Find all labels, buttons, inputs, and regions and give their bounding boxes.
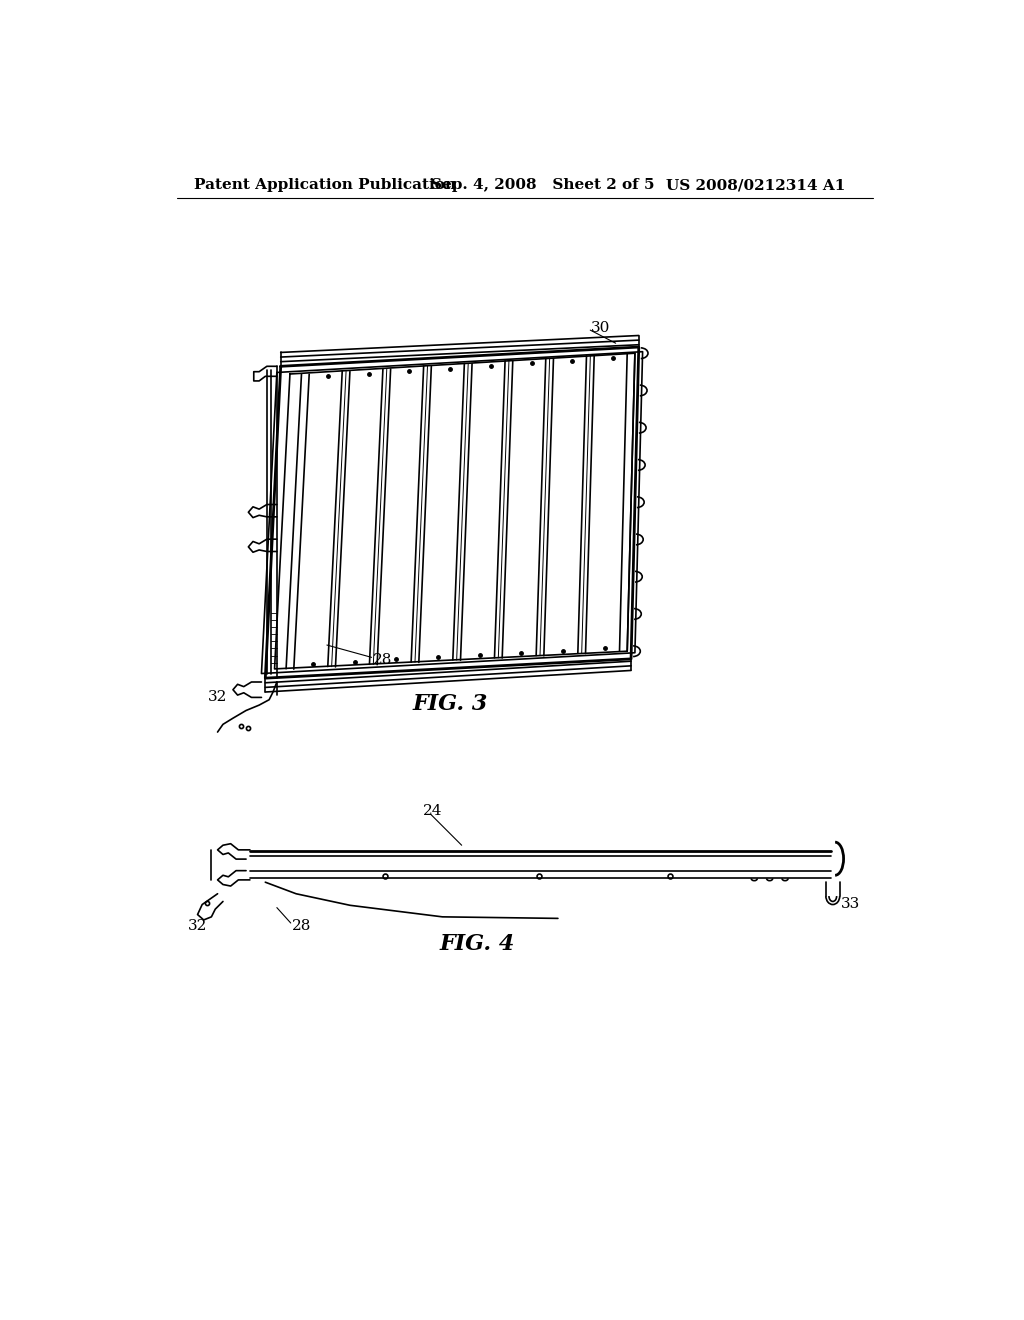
Text: Sep. 4, 2008   Sheet 2 of 5: Sep. 4, 2008 Sheet 2 of 5 xyxy=(431,178,654,193)
Text: 30: 30 xyxy=(591,321,610,335)
Text: FIG. 3: FIG. 3 xyxy=(413,693,487,714)
Text: 28: 28 xyxy=(373,653,392,668)
Text: FIG. 4: FIG. 4 xyxy=(439,933,515,954)
Text: 33: 33 xyxy=(841,896,860,911)
Text: 32: 32 xyxy=(188,919,208,933)
Text: 24: 24 xyxy=(423,804,442,818)
Text: 32: 32 xyxy=(208,690,227,705)
Text: US 2008/0212314 A1: US 2008/0212314 A1 xyxy=(666,178,845,193)
Text: Patent Application Publication: Patent Application Publication xyxy=(194,178,456,193)
Text: 28: 28 xyxy=(292,919,311,933)
